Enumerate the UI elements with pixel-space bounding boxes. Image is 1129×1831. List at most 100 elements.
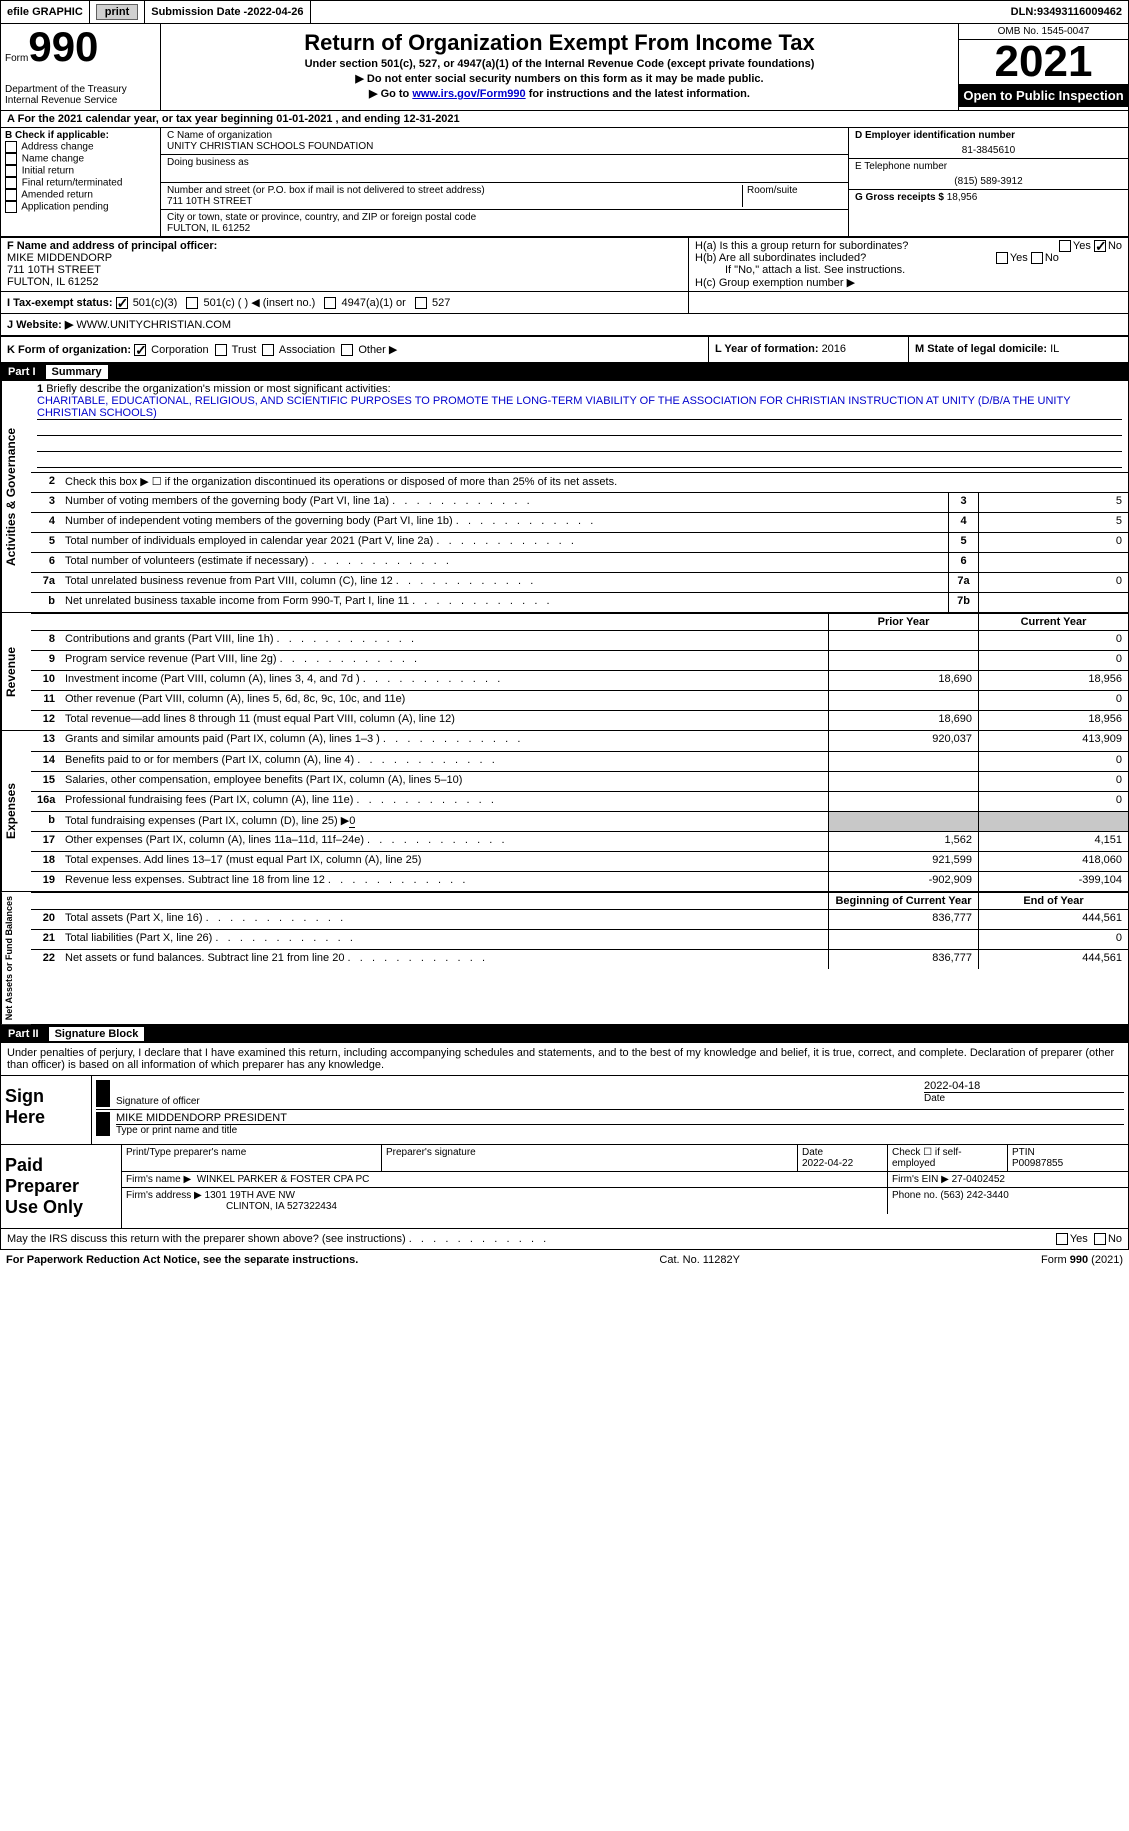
- chk-final-return: Final return/terminated: [5, 177, 156, 189]
- street-value: 711 10TH STREET: [167, 196, 742, 207]
- dept-treasury: Department of the Treasury: [5, 84, 156, 95]
- irs-link[interactable]: www.irs.gov/Form990: [412, 88, 525, 100]
- sign-here-section: Sign Here Signature of officer 2022-04-1…: [0, 1076, 1129, 1145]
- firm-phone: (563) 242-3440: [940, 1190, 1008, 1201]
- calendar-year-row: A For the 2021 calendar year, or tax yea…: [0, 111, 1129, 128]
- begin-year-header: Beginning of Current Year: [828, 893, 978, 909]
- print-cell: print: [90, 1, 145, 23]
- chk-amended: Amended return: [5, 189, 156, 201]
- firm-name: WINKEL PARKER & FOSTER CPA PC: [197, 1174, 370, 1185]
- line6-val: [978, 553, 1128, 572]
- may-irs-discuss-row: May the IRS discuss this return with the…: [0, 1229, 1129, 1250]
- expenses-section: Expenses 13Grants and similar amounts pa…: [0, 731, 1129, 892]
- box-m: M State of legal domicile: IL: [908, 337, 1128, 362]
- hb-row: H(b) Are all subordinates included? Yes …: [695, 252, 1122, 264]
- section-ij: I Tax-exempt status: 501(c)(3) 501(c) ( …: [0, 292, 1129, 336]
- website-value: WWW.UNITYCHRISTIAN.COM: [76, 319, 231, 331]
- open-to-public: Open to Public Inspection: [959, 84, 1128, 107]
- side-revenue: Revenue: [1, 613, 31, 730]
- activities-governance-section: Activities & Governance 1 Briefly descri…: [0, 381, 1129, 613]
- part2-header: Part II Signature Block: [0, 1025, 1129, 1043]
- form-note1: ▶ Do not enter social security numbers o…: [167, 72, 952, 85]
- header-center: Return of Organization Exempt From Incom…: [161, 24, 958, 110]
- ein-value: 81-3845610: [855, 145, 1122, 156]
- line7a-val: 0: [978, 573, 1128, 592]
- officer-printed-name: MIKE MIDDENDORP PRESIDENT: [116, 1112, 1124, 1124]
- firm-ein: 27-0402452: [952, 1174, 1005, 1185]
- part1-header: Part I Summary: [0, 363, 1129, 381]
- officer-street: 711 10TH STREET: [7, 264, 101, 276]
- box-l: L Year of formation: 2016: [708, 337, 908, 362]
- section-fh: F Name and address of principal officer:…: [0, 237, 1129, 292]
- sub-date: 2022-04-26: [247, 6, 303, 18]
- box-c: C Name of organization UNITY CHRISTIAN S…: [161, 128, 848, 236]
- prior-year-header: Prior Year: [828, 614, 978, 630]
- phone-label: E Telephone number: [855, 161, 1122, 172]
- officer-city: FULTON, IL 61252: [7, 276, 99, 288]
- line5-val: 0: [978, 533, 1128, 552]
- form-subtitle: Under section 501(c), 527, or 4947(a)(1)…: [167, 58, 952, 70]
- form-note2: ▶ Go to www.irs.gov/Form990 for instruct…: [167, 87, 952, 100]
- paperwork-notice: For Paperwork Reduction Act Notice, see …: [6, 1254, 358, 1266]
- dln-value: 93493116009462: [1037, 6, 1122, 18]
- hb-note: If "No," attach a list. See instructions…: [695, 264, 1122, 276]
- ha-row: H(a) Is this a group return for subordin…: [695, 240, 1122, 252]
- street-label: Number and street (or P.O. box if mail i…: [167, 185, 742, 196]
- room-label: Room/suite: [747, 185, 842, 196]
- revenue-section: Revenue Prior YearCurrent Year 8Contribu…: [0, 613, 1129, 731]
- box-h: H(a) Is this a group return for subordin…: [688, 238, 1128, 291]
- print-button[interactable]: print: [96, 4, 138, 20]
- period-end: 12-31-2021: [403, 113, 459, 125]
- firm-addr: 1301 19TH AVE NW: [205, 1190, 295, 1201]
- arrow-icon: [96, 1080, 110, 1107]
- dln-cell: DLN: 93493116009462: [1005, 1, 1128, 23]
- line7a: Total unrelated business revenue from Pa…: [61, 573, 948, 592]
- city-label: City or town, state or province, country…: [167, 212, 842, 223]
- line7b: Net unrelated business taxable income fr…: [61, 593, 948, 612]
- box-k: K Form of organization: Corporation Trus…: [1, 337, 708, 362]
- paid-preparer-section: Paid Preparer Use Only Print/Type prepar…: [0, 1145, 1129, 1229]
- chk-app-pending: Application pending: [5, 201, 156, 213]
- box-deg: D Employer identification number 81-3845…: [848, 128, 1128, 236]
- section-bcdeg: B Check if applicable: Address change Na…: [0, 128, 1129, 237]
- dln-label: DLN:: [1011, 6, 1037, 18]
- side-activities-governance: Activities & Governance: [1, 381, 31, 612]
- box-b: B Check if applicable: Address change Na…: [1, 128, 161, 236]
- efile-label: efile GRAPHIC: [1, 1, 90, 23]
- tax-year: 2021: [959, 40, 1128, 84]
- section-klm: K Form of organization: Corporation Trus…: [0, 336, 1129, 363]
- submission-date-cell: Submission Date - 2022-04-26: [145, 1, 310, 23]
- irs-label: Internal Revenue Service: [5, 95, 156, 106]
- line1-mission: 1 Briefly describe the organization's mi…: [31, 381, 1128, 472]
- top-bar: efile GRAPHIC print Submission Date - 20…: [0, 0, 1129, 24]
- end-year-header: End of Year: [978, 893, 1128, 909]
- chk-initial-return: Initial return: [5, 165, 156, 177]
- form-number-990: 990: [28, 23, 98, 70]
- gross-receipts-label: G Gross receipts $: [855, 192, 947, 203]
- cat-number: Cat. No. 11282Y: [659, 1254, 740, 1266]
- box-b-label: B Check if applicable:: [5, 130, 156, 141]
- line5: Total number of individuals employed in …: [61, 533, 948, 552]
- net-assets-section: Net Assets or Fund Balances Beginning of…: [0, 892, 1129, 1025]
- form-header: Form990 Department of the Treasury Inter…: [0, 24, 1129, 111]
- city-value: FULTON, IL 61252: [167, 223, 842, 234]
- side-expenses: Expenses: [1, 731, 31, 891]
- sig-date: 2022-04-18: [924, 1080, 1124, 1092]
- arrow-icon: [96, 1112, 110, 1136]
- sub-date-label: Submission Date -: [151, 6, 247, 18]
- line4: Number of independent voting members of …: [61, 513, 948, 532]
- form-990-box: Form990 Department of the Treasury Inter…: [1, 24, 161, 110]
- box-i: I Tax-exempt status: 501(c)(3) 501(c) ( …: [1, 292, 688, 313]
- form-footer: Form 990 (2021): [1041, 1254, 1123, 1266]
- ptin-value: P00987855: [1012, 1158, 1063, 1169]
- line2: Check this box ▶ ☐ if the organization d…: [61, 473, 1128, 492]
- side-net-assets: Net Assets or Fund Balances: [1, 892, 31, 1024]
- phone-value: (815) 589-3912: [855, 176, 1122, 187]
- org-name-label: C Name of organization: [167, 130, 842, 141]
- sign-here-label: Sign Here: [1, 1076, 91, 1144]
- perjury-declaration: Under penalties of perjury, I declare th…: [0, 1043, 1129, 1076]
- hc-cell: [688, 292, 1128, 313]
- dba-label: Doing business as: [167, 157, 842, 168]
- line3: Number of voting members of the governin…: [61, 493, 948, 512]
- form-word: Form: [5, 53, 28, 64]
